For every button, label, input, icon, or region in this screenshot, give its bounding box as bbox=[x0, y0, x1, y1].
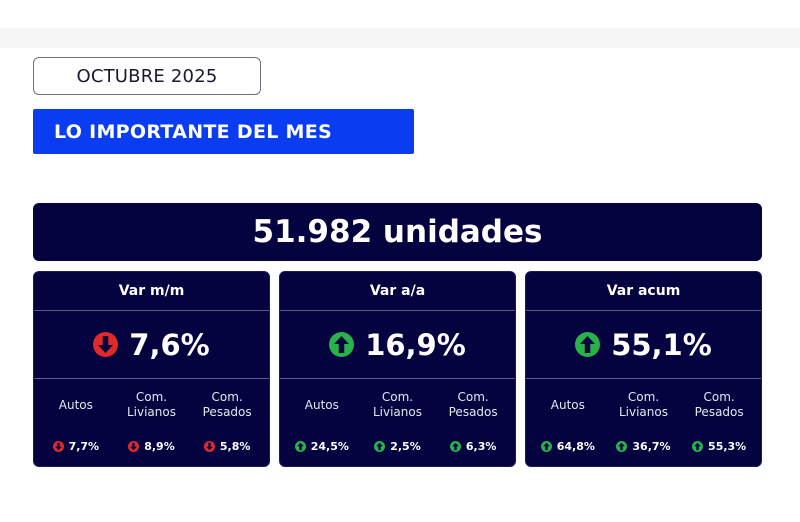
section-title: LO IMPORTANTE DEL MES bbox=[54, 120, 333, 143]
segment-value-text: 5,8% bbox=[219, 439, 251, 453]
segment-label: Autos bbox=[530, 398, 605, 413]
segment-label-line1: Com. bbox=[381, 390, 414, 404]
arrow-up-circle-icon bbox=[575, 332, 601, 357]
segment-label-line1: Com. bbox=[457, 390, 489, 404]
card-main-value: 7,6% bbox=[34, 311, 269, 379]
segment-values-row: 64,8% 36,7% 55,3% bbox=[526, 431, 761, 461]
segment-label-line2: Pesados bbox=[448, 405, 498, 419]
segment-value: 36,7% bbox=[606, 440, 681, 453]
card-main-value: 55,1% bbox=[526, 311, 761, 379]
arrow-up-circle-icon bbox=[374, 440, 386, 452]
arrow-down-circle-icon bbox=[52, 440, 64, 452]
segment-label: Com. Livianos bbox=[114, 390, 189, 420]
total-units-bar: 51.982 unidades bbox=[33, 203, 762, 261]
segment-label: Com. Livianos bbox=[360, 390, 435, 420]
month-label: OCTUBRE 2025 bbox=[76, 65, 218, 87]
segment-value-text: 55,3% bbox=[708, 439, 747, 453]
segment-value: 7,7% bbox=[38, 440, 113, 453]
segment-value-text: 2,5% bbox=[390, 439, 421, 453]
arrow-up-circle-icon bbox=[540, 440, 552, 452]
segment-value: 5,8% bbox=[190, 440, 265, 453]
arrow-up-circle-icon bbox=[329, 332, 355, 357]
segment-label-line1: Autos bbox=[58, 397, 93, 412]
segment-values-row: 7,7% 8,9% 5,8% bbox=[34, 431, 269, 461]
segment-values-row: 24,5% 2,5% 6,3% bbox=[280, 431, 515, 461]
segment-label-line1: Com. bbox=[211, 390, 243, 404]
segment-label: Autos bbox=[38, 398, 113, 413]
top-strip bbox=[0, 28, 800, 48]
arrow-up-circle-icon bbox=[449, 440, 461, 452]
segment-value-text: 24,5% bbox=[310, 439, 349, 453]
segment-value: 8,9% bbox=[114, 440, 189, 453]
segment-label-line2: Livianos bbox=[618, 405, 668, 419]
arrow-up-circle-icon bbox=[616, 440, 628, 452]
card-percentage: 55,1% bbox=[611, 327, 712, 362]
segment-labels-row: Autos Com. Livianos Com. Pesados bbox=[34, 379, 269, 431]
arrow-down-circle-icon bbox=[128, 440, 140, 452]
segment-label: Com. Livianos bbox=[606, 390, 681, 420]
month-selector[interactable]: OCTUBRE 2025 bbox=[33, 57, 261, 95]
section-title-banner: LO IMPORTANTE DEL MES bbox=[33, 109, 414, 154]
segment-label-line1: Autos bbox=[550, 397, 585, 412]
segment-label-line1: Com. bbox=[135, 390, 168, 404]
segment-value-text: 8,9% bbox=[144, 439, 175, 453]
total-units-value: 51.982 unidades bbox=[252, 214, 543, 250]
card-title: Var acum bbox=[526, 272, 761, 311]
arrow-down-circle-icon bbox=[93, 332, 119, 357]
segment-label: Com. Pesados bbox=[682, 390, 757, 420]
segment-label-line1: Autos bbox=[304, 397, 339, 412]
segment-value: 24,5% bbox=[284, 440, 359, 453]
segment-value-text: 6,3% bbox=[465, 439, 497, 453]
segment-label: Com. Pesados bbox=[436, 390, 511, 420]
variation-card: Var a/a 16,9% Autos Com. Livianos Com. Pesados… bbox=[279, 271, 516, 467]
segment-value-text: 36,7% bbox=[632, 439, 671, 453]
segment-value: 55,3% bbox=[682, 440, 757, 453]
segment-label-line2: Livianos bbox=[126, 405, 176, 419]
segment-value-text: 64,8% bbox=[556, 439, 595, 453]
card-title: Var a/a bbox=[280, 272, 515, 311]
card-title: Var m/m bbox=[34, 272, 269, 311]
segment-value: 6,3% bbox=[436, 440, 511, 453]
segment-value-text: 7,7% bbox=[68, 439, 100, 453]
segment-label-line1: Com. bbox=[703, 390, 735, 404]
variation-card: Var m/m 7,6% Autos Com. Livianos Com. Pesados 7… bbox=[33, 271, 270, 467]
card-percentage: 7,6% bbox=[129, 327, 210, 362]
segment-label-line2: Livianos bbox=[372, 405, 422, 419]
segment-value: 2,5% bbox=[360, 440, 435, 453]
segment-label-line2: Pesados bbox=[694, 405, 744, 419]
segment-labels-row: Autos Com. Livianos Com. Pesados bbox=[280, 379, 515, 431]
card-main-value: 16,9% bbox=[280, 311, 515, 379]
segment-label-line1: Com. bbox=[627, 390, 660, 404]
segment-labels-row: Autos Com. Livianos Com. Pesados bbox=[526, 379, 761, 431]
arrow-up-circle-icon bbox=[692, 440, 704, 452]
segment-value: 64,8% bbox=[530, 440, 605, 453]
arrow-down-circle-icon bbox=[203, 440, 215, 452]
segment-label: Autos bbox=[284, 398, 359, 413]
card-percentage: 16,9% bbox=[365, 327, 466, 362]
arrow-up-circle-icon bbox=[294, 440, 306, 452]
segment-label: Com. Pesados bbox=[190, 390, 265, 420]
variation-card: Var acum 55,1% Autos Com. Livianos Com. Pesado… bbox=[525, 271, 762, 467]
segment-label-line2: Pesados bbox=[202, 405, 252, 419]
